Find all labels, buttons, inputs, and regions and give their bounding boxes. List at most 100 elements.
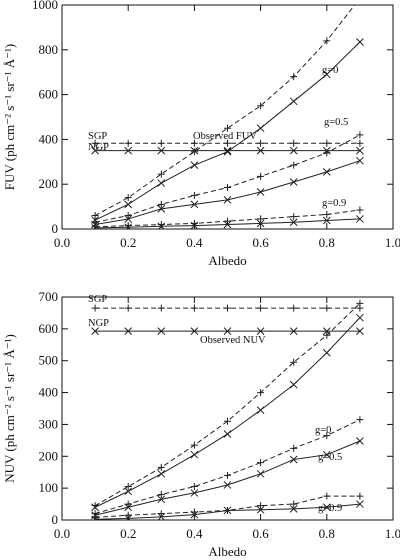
marker xyxy=(190,161,199,170)
y-tick-label: 400 xyxy=(39,385,59,400)
marker xyxy=(257,215,265,223)
marker xyxy=(290,444,298,452)
marker xyxy=(124,500,132,508)
marker xyxy=(356,146,364,155)
annotation: SGP xyxy=(88,294,107,305)
marker xyxy=(256,124,265,133)
annotation: SGP xyxy=(88,131,107,142)
marker xyxy=(322,216,331,225)
marker xyxy=(322,168,331,176)
marker xyxy=(190,139,198,147)
marker xyxy=(224,417,231,425)
marker xyxy=(91,223,99,229)
plot-frame xyxy=(61,4,394,230)
marker xyxy=(356,139,364,147)
plot-area xyxy=(91,299,364,520)
marker xyxy=(323,210,331,218)
y-tick-label: 0 xyxy=(52,512,59,527)
plot-frame xyxy=(61,296,394,521)
marker xyxy=(356,0,363,2)
x-tick-label: 0.4 xyxy=(186,235,203,250)
series-line xyxy=(94,303,361,507)
x-tick-label: 0.8 xyxy=(319,526,335,541)
annotation: Observed FUV xyxy=(193,131,257,142)
marker xyxy=(256,505,265,514)
marker xyxy=(91,212,99,220)
x-tick-label: 0.2 xyxy=(120,235,136,250)
marker xyxy=(224,124,231,132)
marker xyxy=(124,483,132,491)
marker xyxy=(190,489,199,497)
marker xyxy=(91,304,99,312)
marker xyxy=(223,481,232,489)
marker xyxy=(356,492,364,500)
marker xyxy=(356,215,364,223)
marker xyxy=(223,327,232,335)
marker xyxy=(323,432,331,440)
x-axis-label: Albedo xyxy=(208,253,246,268)
y-tick-label: 600 xyxy=(39,321,59,336)
marker xyxy=(91,502,99,510)
y-tick-label: 800 xyxy=(39,42,59,57)
y-tick-label: 100 xyxy=(39,480,59,495)
annotation: g=0.5 xyxy=(318,452,342,463)
marker xyxy=(157,510,165,518)
marker xyxy=(356,38,364,46)
marker xyxy=(157,495,166,504)
x-tick-label: 0.8 xyxy=(319,235,335,250)
marker xyxy=(157,304,165,312)
marker xyxy=(124,511,132,519)
marker xyxy=(290,500,298,508)
annotation: g=0 xyxy=(322,65,338,76)
marker xyxy=(290,139,298,147)
marker xyxy=(224,471,231,479)
marker xyxy=(356,437,364,445)
marker xyxy=(289,504,298,513)
marker xyxy=(323,492,331,500)
annotation: g=0 xyxy=(315,425,331,436)
y-tick-label: 1000 xyxy=(32,0,58,12)
marker xyxy=(356,131,364,139)
marker xyxy=(257,172,265,180)
marker xyxy=(157,204,166,213)
marker xyxy=(224,304,231,312)
marker xyxy=(157,469,166,478)
marker xyxy=(257,102,265,110)
marker xyxy=(91,513,99,520)
y-tick-label: 700 xyxy=(39,289,59,304)
marker xyxy=(124,487,133,496)
marker xyxy=(289,97,298,106)
marker xyxy=(190,508,198,516)
annotation: Observed NUV xyxy=(200,335,266,346)
x-tick-label: 1.0 xyxy=(385,235,400,250)
y-tick-label: 200 xyxy=(39,448,59,463)
marker xyxy=(91,146,99,155)
marker xyxy=(289,455,298,464)
marker xyxy=(157,139,165,147)
marker xyxy=(323,37,331,45)
marker xyxy=(257,139,265,147)
marker xyxy=(190,148,198,156)
y-axis-label: FUV (ph cm⁻² s⁻¹ sr⁻¹ Å⁻¹) xyxy=(2,44,17,190)
x-tick-label: 0.6 xyxy=(252,235,269,250)
y-axis-label: NUV (ph cm⁻² s⁻¹ sr⁻¹ Å⁻¹) xyxy=(2,334,17,483)
y-tick-label: 400 xyxy=(39,131,59,146)
marker xyxy=(124,304,132,312)
x-tick-label: 1.0 xyxy=(385,526,400,541)
marker xyxy=(124,327,133,335)
y-tick-label: 0 xyxy=(52,221,59,236)
marker xyxy=(157,221,165,229)
annotation: g=0.9 xyxy=(318,503,342,514)
y-tick-label: 200 xyxy=(39,176,59,191)
marker xyxy=(157,327,166,335)
marker xyxy=(91,139,99,147)
marker xyxy=(256,219,265,228)
marker xyxy=(289,380,298,389)
series-line xyxy=(95,134,361,223)
annotation: NGP xyxy=(88,318,109,329)
marker xyxy=(224,184,231,192)
y-tick-label: 300 xyxy=(39,416,59,431)
marker xyxy=(257,304,265,312)
marker xyxy=(91,327,99,335)
